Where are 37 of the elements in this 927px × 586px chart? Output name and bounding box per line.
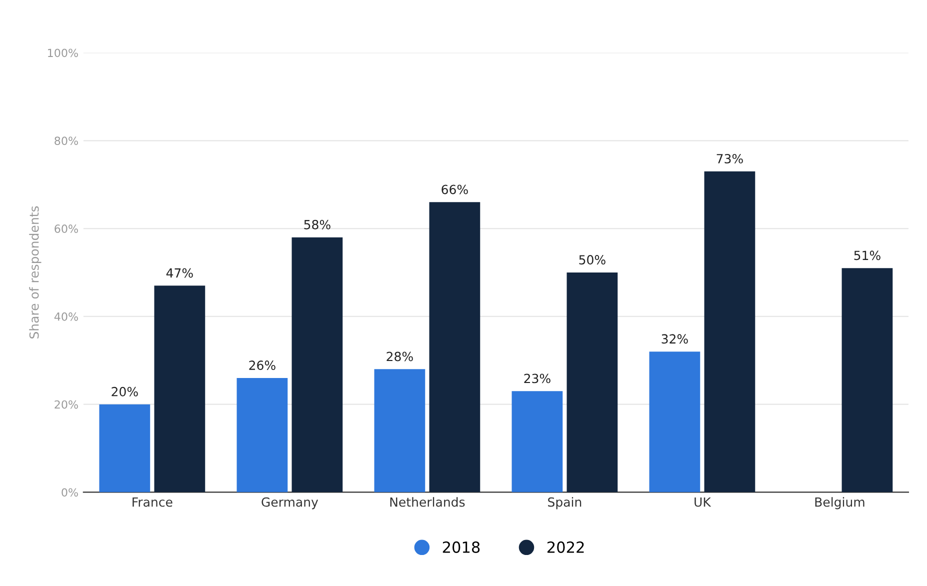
bar [154,286,206,492]
x-tick-label: UK [694,497,712,507]
bar [842,268,893,492]
data-label: 23% [524,374,550,384]
bar [566,272,618,492]
x-tick-label: France [132,497,172,507]
legend-label: 2022 [547,541,584,553]
data-label: 20% [112,386,138,396]
x-tick-label: Spain [548,497,582,510]
bar [704,171,756,492]
data-label: 58% [304,220,330,230]
bar [649,352,700,492]
x-tick-label: Belgium [815,497,864,510]
x-tick-label: Netherlands [390,497,465,507]
bar [236,378,288,492]
y-tick-label: 60% [54,224,78,233]
y-tick-label: 80% [54,136,78,146]
data-label: 26% [249,360,276,370]
data-label: 28% [386,352,413,362]
data-label: 73% [716,154,743,164]
data-label: 66% [442,184,468,194]
x-tick-label: Germany [262,497,318,510]
bar [99,404,150,492]
bar [292,237,343,492]
data-label: 32% [662,334,688,344]
data-label: 50% [579,255,606,265]
bar [512,391,563,492]
y-axis-title: Share of respondents [29,206,42,338]
data-label: 47% [166,268,193,278]
legend-label: 2018 [442,541,480,553]
y-tick-label: 20% [54,400,78,409]
y-tick-label: 40% [54,312,78,321]
data-label: 51% [854,250,880,260]
y-tick-label: 0% [62,488,78,497]
y-tick-label: 100% [48,48,78,58]
bar [374,369,426,492]
bar [429,202,480,492]
